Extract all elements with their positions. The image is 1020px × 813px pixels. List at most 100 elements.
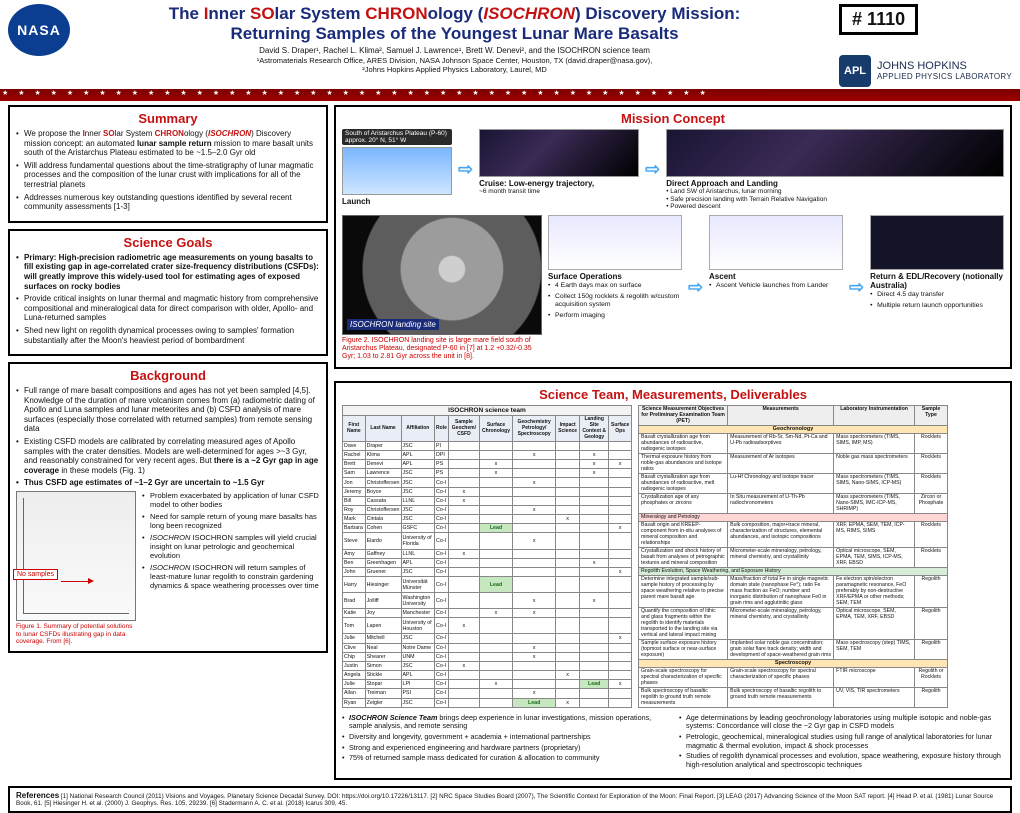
goal-item: Shed new light on regolith dynamical pro…: [16, 326, 320, 345]
t: CHRON: [365, 4, 427, 23]
mission-heading: Mission Concept: [342, 111, 1004, 126]
table-row: SamLawrenceJSCPSxx: [343, 469, 632, 478]
apl-line2: APPLIED PHYSICS LABORATORY: [877, 73, 1012, 81]
team-table: ISOCHRON science team First NameLast Nam…: [342, 405, 632, 708]
apl-logo: APL JOHNS HOPKINS APPLIED PHYSICS LABORA…: [839, 55, 1012, 87]
t: nner: [208, 4, 250, 23]
arrow-icon: ⇨: [849, 277, 864, 298]
bg-side-item: ISOCHRON ISOCHRON will return samples of…: [142, 563, 320, 590]
panel-summary: Summary We propose the Inner SOlar Syste…: [8, 105, 328, 223]
no-samples-callout: No samples: [13, 569, 58, 580]
table-row: Determine integrated sample/sub-sample h…: [639, 575, 948, 607]
t: ) Discovery Mission:: [575, 4, 740, 23]
table-row: AllanTreimanPSICo-Ix: [343, 689, 632, 698]
panel-goals: Science Goals Primary: High-precision ra…: [8, 229, 328, 356]
table-row: SteveElardoUniversity of FloridaCo-Ix: [343, 533, 632, 549]
landing-tag: ISOCHRON landing site: [347, 319, 439, 330]
panel-science-team: Science Team, Measurements, Deliverables…: [334, 381, 1012, 780]
panel-references: References [1] National Research Council…: [8, 786, 1012, 813]
background-heading: Background: [16, 368, 320, 383]
objectives-table: Science Measurement Objectives for Preli…: [638, 405, 948, 708]
table-row: DaveDraperJSCPI: [343, 441, 632, 450]
team-caption: ISOCHRON science team: [342, 405, 632, 415]
table-row: JohnGruenerJSCCo-Ix: [343, 567, 632, 576]
table-row: HarryHiesingerUniversität MünsterCo-ILea…: [343, 577, 632, 593]
table-row: BarbaraCohenGSFCCo-ILeadx: [343, 524, 632, 533]
table-row: TomLapenUniversity of HoustonCo-Ix: [343, 618, 632, 634]
mc-return: Return & EDL/Recovery (notionally Austra…: [870, 215, 1004, 313]
panel-mission-concept: Mission Concept South of Aristarchus Pla…: [334, 105, 1012, 369]
table-row: AmyGaffneyLLNLCo-Ix: [343, 549, 632, 558]
table-row: Basalt origin and KREEP-component from i…: [639, 521, 948, 547]
arrow-icon: ⇨: [688, 277, 703, 298]
figure-1: No samples: [16, 491, 136, 621]
table-row: JulieStoparLPICo-IxLeadx: [343, 680, 632, 689]
bg-side-item: Need for sample return of young mare bas…: [142, 512, 320, 530]
table-row: BrettDeneviAPLPSxxx: [343, 460, 632, 469]
table-row: KatieJoyManchesterCo-Ixx: [343, 609, 632, 618]
title-block: The Inner SOlar System CHRONology (ISOCH…: [78, 4, 831, 74]
sci-heading: Science Team, Measurements, Deliverables: [342, 387, 1004, 402]
table-row: BillCassataLLNLCo-Ix: [343, 496, 632, 505]
header: The Inner SOlar System CHRONology (ISOCH…: [0, 0, 1020, 89]
table-row: RoyChristoffersenJSCCo-Ix: [343, 505, 632, 514]
bg-side-item: ISOCHRON ISOCHRON samples will yield cru…: [142, 533, 320, 560]
bg-side-item: Problem exacerbated by application of lu…: [142, 491, 320, 509]
sci-bullets-right: Age determinations by leading geochronol…: [679, 714, 1004, 772]
sci-bullets-left: ISOCHRON Science Team ISOCHRON Science T…: [342, 714, 667, 772]
table-row: Thermal exposure history from noble-gas …: [639, 453, 948, 473]
mc-img-surface: [548, 215, 682, 270]
arrow-icon: ⇨: [645, 159, 660, 180]
table-row: BenGreenhagenAPLCo-Ix: [343, 558, 632, 567]
apl-badge-icon: APL: [839, 55, 871, 87]
poster-title: The Inner SOlar System CHRONology (ISOCH…: [78, 4, 831, 43]
table-row: Crystallization and shock history of bas…: [639, 547, 948, 567]
summary-item: Addresses numerous key outstanding quest…: [16, 193, 320, 212]
t: ology (: [428, 4, 484, 23]
bg-item: Full range of mare basalt compositions a…: [16, 386, 320, 434]
t: Returning Samples of the Youngest Lunar …: [230, 24, 678, 43]
divider-stars: [0, 89, 1020, 101]
goal-item: Provide critical insights on lunar therm…: [16, 294, 320, 323]
t: The: [169, 4, 204, 23]
mc-img-landing: [666, 129, 1004, 177]
landing-coords-pill: South of Aristarchus Plateau (P-60) appr…: [342, 129, 452, 145]
mc-img-ascent: [709, 215, 843, 270]
mc-sub: ~6 month transit time: [479, 188, 639, 195]
right-column: Mission Concept South of Aristarchus Pla…: [334, 105, 1012, 786]
mc-cap: Cruise: Low-energy trajectory,: [479, 179, 639, 188]
t: lar System: [275, 4, 366, 23]
mc-cap: Launch: [342, 197, 370, 206]
t: SO: [250, 4, 275, 23]
summary-item: We propose the Inner SOlar System CHRONo…: [16, 129, 320, 158]
left-column: Summary We propose the Inner SOlar Syste…: [8, 105, 328, 786]
mc-img-launch: [342, 147, 452, 195]
table-row: Basalt crystallization age from abundanc…: [639, 473, 948, 493]
table-row: ChipShearerUNMCo-Ix: [343, 652, 632, 661]
bg-side-list: Problem exacerbated by application of lu…: [142, 491, 320, 593]
table-row: AngelaStickleAPLCo-Ix: [343, 671, 632, 680]
table-row: Sample surface exposure history (topmost…: [639, 639, 948, 659]
bg-item: Thus CSFD age estimates of ~1–2 Gyr are …: [16, 478, 320, 488]
table-row: Grain-scale spectroscopy for spectral ch…: [639, 667, 948, 687]
mc-surface-ops: Surface Operations 4 Earth days max on s…: [548, 215, 682, 324]
t: ISOCHRON: [483, 4, 575, 23]
panel-background: Background Full range of mare basalt com…: [8, 362, 328, 653]
table-row: Basalt crystallization age from abundanc…: [639, 433, 948, 453]
figure-1-caption: Figure 1. Summary of potential solutions…: [16, 623, 136, 645]
mc-img-cruise: [479, 129, 639, 177]
table-row: CliveNealNotre DameCo-Ix: [343, 643, 632, 652]
authors: David S. Draper¹, Rachel L. Klima², Samu…: [78, 46, 831, 56]
mc-ascent: Ascent Ascent Vehicle launches from Land…: [709, 215, 843, 293]
table-row: RyanZeiglerJSCCo-ILeadx: [343, 698, 632, 707]
mc-sub: • Land SW of Aristarchus, lunar morning …: [666, 188, 1004, 210]
affiliation-1: ¹Astromaterials Research Office, ARES Di…: [78, 56, 831, 65]
landing-site-figure: ISOCHRON landing site Figure 2. ISOCHRON…: [342, 215, 542, 361]
table-row: Bulk spectroscopy of basaltic regolith t…: [639, 687, 948, 707]
nasa-logo: [8, 4, 70, 56]
apl-line1: JOHNS HOPKINS: [877, 61, 1012, 73]
affiliation-2: ²Johns Hopkins Applied Physics Laborator…: [78, 65, 831, 74]
refs-label: References: [16, 791, 59, 800]
table-row: JonChristoffersenJSCCo-Ix: [343, 478, 632, 487]
table-row: JustinSimonJSCCo-Ix: [343, 661, 632, 670]
